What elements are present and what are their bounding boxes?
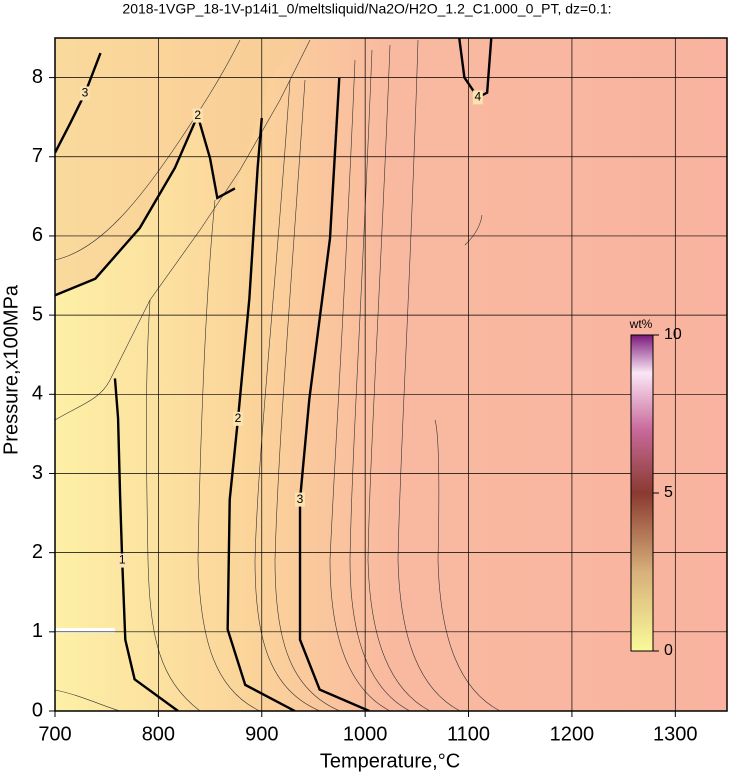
region — [55, 38, 300, 297]
colorbar — [630, 334, 654, 652]
contour-label-bg — [232, 411, 243, 426]
y-axis-label: Pressure,x100MPa — [0, 284, 22, 455]
y-tick-label: 5 — [32, 303, 43, 325]
plot-area: 1 2 3 3 2 4 — [55, 38, 727, 711]
x-tick-label: 1300 — [653, 723, 698, 745]
contour-label: 2 — [235, 411, 242, 425]
contour-line — [55, 52, 102, 154]
x-tick-label: 700 — [38, 723, 71, 745]
y-tick-label: 0 — [32, 699, 43, 721]
contour-label: 3 — [297, 492, 304, 506]
contour-label: 4 — [474, 90, 481, 104]
y-tick-label: 6 — [32, 224, 43, 246]
colorbar-tick-label: 0 — [664, 642, 673, 659]
y-tick-label: 1 — [32, 620, 43, 642]
thin-contours — [55, 39, 501, 711]
y-tick-label: 3 — [32, 462, 43, 484]
contour-label-bg — [117, 553, 128, 568]
contour-line — [226, 117, 296, 711]
x-tick-label: 800 — [142, 723, 175, 745]
x-tick-label: 900 — [245, 723, 278, 745]
x-axis-label: Temperature,°C — [320, 750, 460, 772]
colorbar-tick-label: 5 — [664, 484, 673, 501]
y-tick-label: 2 — [32, 541, 43, 563]
colorbar-label: wt% — [629, 317, 653, 331]
contour-label-bg — [295, 492, 306, 507]
contour-label-bg — [472, 90, 483, 105]
x-tick-label: 1200 — [550, 723, 595, 745]
contour-label: 3 — [82, 86, 89, 100]
white-band — [55, 628, 115, 633]
y-tick-label: 8 — [32, 66, 43, 88]
chart-title: 2018-1VGP_18-1V-p14i1_0/meltsliquid/Na2O… — [122, 1, 611, 17]
contour-label: 2 — [194, 108, 201, 122]
plot-frame — [54, 37, 728, 712]
x-tick-label: 1100 — [447, 723, 490, 745]
contour-label-bg — [192, 108, 203, 123]
y-tick-label: 7 — [32, 145, 43, 167]
contour-line — [55, 112, 236, 297]
y-tick-label: 4 — [32, 383, 43, 405]
contour-label-bg — [79, 86, 90, 101]
colorbar-tick-label: 10 — [664, 326, 682, 343]
contour-label: 1 — [119, 553, 126, 567]
x-tick-label: 1000 — [343, 723, 388, 745]
